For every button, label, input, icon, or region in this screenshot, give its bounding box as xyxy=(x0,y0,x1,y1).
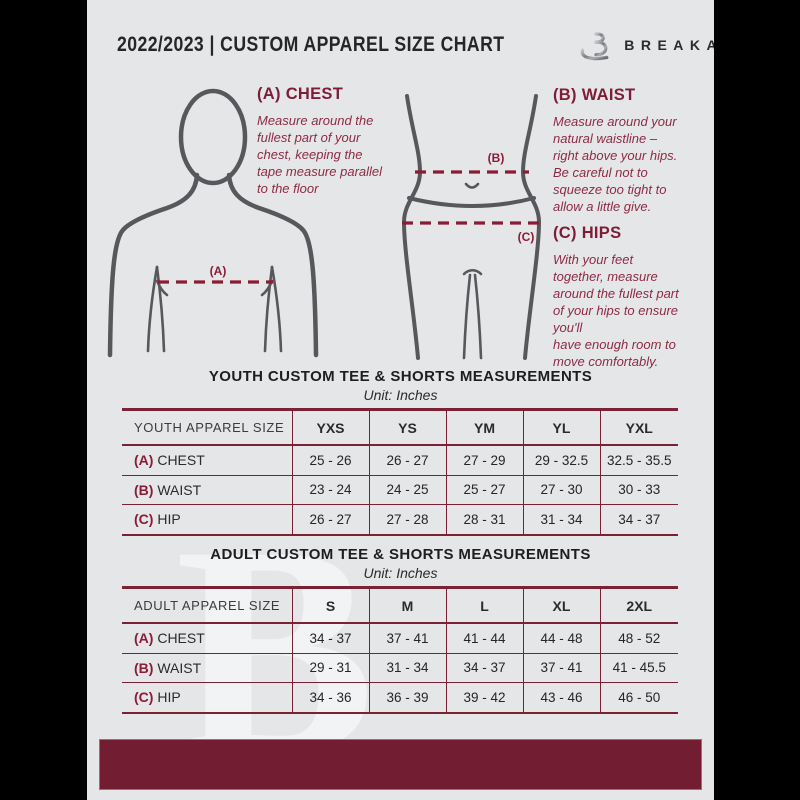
table-row: (B) WAIST 29 - 31 31 - 34 34 - 37 37 - 4… xyxy=(122,652,678,683)
adult-col-m: M xyxy=(368,587,446,624)
table-row: (C) HIP 34 - 36 36 - 39 39 - 42 43 - 46 … xyxy=(122,682,678,713)
youth-size-table: YOUTH APPAREL SIZE YXS YS YM YL YXL (A) … xyxy=(122,408,678,536)
cell: 29 - 32.5 xyxy=(522,445,600,475)
youth-col-yl: YL xyxy=(522,409,600,446)
figure-marker-a: (A) xyxy=(210,264,227,278)
brand-lockup: BREAKAWAY xyxy=(578,22,714,69)
chest-description: Measure around the fullest part of your … xyxy=(257,113,383,196)
youth-col-yxl: YXL xyxy=(599,409,678,446)
cell: 41 - 45.5 xyxy=(599,652,678,683)
adult-unit-label: Unit: Inches xyxy=(363,565,438,581)
youth-col-ym: YM xyxy=(445,409,523,446)
row-name: HIP xyxy=(157,689,181,706)
youth-col-yxs: YXS xyxy=(291,409,369,446)
adult-col-l: L xyxy=(445,587,523,624)
cell: 30 - 33 xyxy=(599,474,678,505)
youth-header-row: YOUTH APPAREL SIZE YXS YS YM YL YXL xyxy=(122,409,678,446)
cell: 23 - 24 xyxy=(291,474,369,505)
cell: 25 - 27 xyxy=(445,474,523,505)
youth-size-label-header: YOUTH APPAREL SIZE xyxy=(122,409,292,446)
row-name: HIP xyxy=(157,511,181,528)
cell: 34 - 37 xyxy=(291,623,369,653)
adult-size-label-header: ADULT APPAREL SIZE xyxy=(122,587,292,624)
adult-waist-row-label: (B) WAIST xyxy=(122,652,292,683)
figure-marker-c: (C) xyxy=(518,230,535,244)
cell: 29 - 31 xyxy=(291,652,369,683)
cell: 36 - 39 xyxy=(368,682,446,713)
adult-header-row: ADULT APPAREL SIZE S M L XL 2XL xyxy=(122,587,678,624)
waist-heading: (B) WAIST xyxy=(553,86,636,104)
adult-hip-row-label: (C) HIP xyxy=(122,682,292,713)
adult-size-table: ADULT APPAREL SIZE S M L XL 2XL (A) CHES… xyxy=(122,586,678,714)
waist-hips-figure-illustration: (B) (C) xyxy=(393,90,555,369)
cell: 37 - 41 xyxy=(368,623,446,653)
cell: 37 - 41 xyxy=(522,652,600,683)
cell: 32.5 - 35.5 xyxy=(599,445,678,475)
table-row: (A) CHEST 34 - 37 37 - 41 41 - 44 44 - 4… xyxy=(122,623,678,653)
figure-marker-b: (B) xyxy=(488,151,505,165)
measurement-guide: (A) (B) (C) xyxy=(87,0,714,370)
cell: 26 - 27 xyxy=(368,445,446,475)
chest-guide-block: (A) CHEST Measure around the fullest par… xyxy=(257,85,422,197)
table-row: (B) WAIST 23 - 24 24 - 25 25 - 27 27 - 3… xyxy=(122,474,678,505)
youth-waist-row-label: (B) WAIST xyxy=(122,474,292,505)
adult-col-s: S xyxy=(291,587,369,624)
page-title: 2022/2023 | CUSTOM APPAREL SIZE CHART xyxy=(117,33,505,56)
table-row: (A) CHEST 25 - 26 26 - 27 27 - 29 29 - 3… xyxy=(122,445,678,475)
footer-accent-bar xyxy=(99,739,702,790)
cell: 46 - 50 xyxy=(599,682,678,713)
youth-chest-row-label: (A) CHEST xyxy=(122,445,292,475)
adult-chest-row-label: (A) CHEST xyxy=(122,623,292,653)
row-marker: (A) xyxy=(134,452,154,469)
brand-name: BREAKAWAY xyxy=(624,37,714,53)
cell: 41 - 44 xyxy=(445,623,523,653)
cell: 31 - 34 xyxy=(522,504,600,535)
row-marker: (A) xyxy=(134,630,154,647)
cell: 25 - 26 xyxy=(291,445,369,475)
table-row: (C) HIP 26 - 27 27 - 28 28 - 31 31 - 34 … xyxy=(122,504,678,535)
row-marker: (B) xyxy=(134,481,154,498)
cell: 28 - 31 xyxy=(445,504,523,535)
cell: 31 - 34 xyxy=(368,652,446,683)
youth-unit-label: Unit: Inches xyxy=(363,387,438,403)
chest-figure-illustration: (A) xyxy=(97,85,332,368)
row-marker: (B) xyxy=(134,659,154,676)
cell: 39 - 42 xyxy=(445,682,523,713)
hips-guide-block: (C) HIPS With your feet together, measur… xyxy=(553,224,711,370)
adult-col-2xl: 2XL xyxy=(599,587,678,624)
cell: 44 - 48 xyxy=(522,623,600,653)
chest-heading: (A) CHEST xyxy=(257,85,344,103)
cell: 26 - 27 xyxy=(291,504,369,535)
cell: 27 - 28 xyxy=(368,504,446,535)
row-name: CHEST xyxy=(157,452,205,469)
document-header: 2022/2023 | CUSTOM APPAREL SIZE CHART xyxy=(87,22,714,68)
hips-description: With your feet together, measure around … xyxy=(553,252,679,369)
cell: 48 - 52 xyxy=(599,623,678,653)
cell: 34 - 36 xyxy=(291,682,369,713)
row-marker: (C) xyxy=(134,511,154,528)
row-name: WAIST xyxy=(157,481,202,498)
adult-table-title: ADULT CUSTOM TEE & SHORTS MEASUREMENTS xyxy=(210,546,591,563)
row-name: WAIST xyxy=(157,659,202,676)
cell: 43 - 46 xyxy=(522,682,600,713)
row-marker: (C) xyxy=(134,689,154,706)
cell: 34 - 37 xyxy=(599,504,678,535)
row-name: CHEST xyxy=(157,630,205,647)
cell: 27 - 29 xyxy=(445,445,523,475)
youth-hip-row-label: (C) HIP xyxy=(122,504,292,535)
adult-col-xl: XL xyxy=(522,587,600,624)
breakaway-b-logo-icon xyxy=(578,22,614,69)
waist-guide-block: (B) WAIST Measure around your natural wa… xyxy=(553,86,711,215)
cell: 34 - 37 xyxy=(445,652,523,683)
size-chart-document: B 2022/2023 | CUSTOM APPAREL SIZE CHART xyxy=(87,0,714,800)
cell: 24 - 25 xyxy=(368,474,446,505)
waist-description: Measure around your natural waistline – … xyxy=(553,114,678,214)
youth-col-ys: YS xyxy=(368,409,446,446)
youth-table-title: YOUTH CUSTOM TEE & SHORTS MEASUREMENTS xyxy=(208,368,593,385)
cell: 27 - 30 xyxy=(522,474,600,505)
hips-heading: (C) HIPS xyxy=(553,224,622,242)
